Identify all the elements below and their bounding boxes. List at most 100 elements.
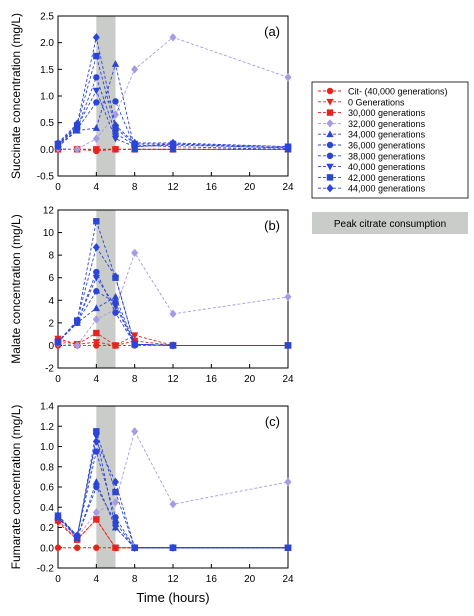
y-tick-label: 6 — [48, 273, 54, 284]
x-axis-label: Time (hours) — [136, 590, 209, 605]
series-line — [57, 430, 289, 539]
data-point — [54, 544, 62, 551]
x-tick-label: 8 — [132, 374, 138, 385]
panel-label: (b) — [264, 218, 280, 233]
data-point — [112, 544, 119, 551]
series — [54, 52, 292, 150]
legend-label: 38,000 generations — [348, 151, 426, 161]
series — [54, 268, 292, 349]
data-point — [112, 342, 119, 349]
data-point — [284, 142, 292, 151]
series — [54, 60, 292, 153]
data-point — [92, 339, 101, 346]
y-axis-label: Fumarate concentration (mg/L) — [9, 405, 23, 570]
x-tick-label: 4 — [94, 182, 100, 193]
data-point — [93, 483, 100, 491]
series — [54, 433, 292, 552]
series-line — [57, 485, 288, 549]
series-line — [57, 54, 289, 148]
data-point — [92, 478, 101, 485]
legend: Cit- (40,000 generations)0 Generations30… — [311, 81, 469, 199]
data-point — [284, 543, 292, 552]
y-tick-label: 4 — [48, 296, 54, 307]
legend-entry: 0 Generations — [318, 97, 405, 107]
x-tick-label: 20 — [244, 182, 256, 193]
x-tick-label: 8 — [132, 182, 138, 193]
y-tick-label: 1.0 — [40, 92, 54, 103]
y-axis-label: Succinate concentration (mg/L) — [9, 13, 23, 179]
x-tick-label: 8 — [132, 574, 138, 585]
panel-label: (a) — [264, 24, 280, 39]
legend-entry: 30,000 generations — [318, 108, 426, 118]
x-tick-label: 20 — [244, 374, 256, 385]
y-tick-label: 2.5 — [40, 12, 54, 23]
y-tick-label: 0.0 — [40, 543, 54, 554]
data-point — [112, 309, 119, 316]
series — [54, 478, 292, 551]
data-point — [111, 477, 120, 487]
data-point — [73, 316, 81, 325]
series-line — [57, 246, 288, 346]
x-tick-label: 16 — [206, 374, 218, 385]
legend-marker — [326, 174, 334, 181]
shade-swatch — [312, 212, 468, 234]
panel-c: 0 4 8 12 16 20 24 -0.2 0.0 0.2 0.4 0.6 0.8 1.0 1.2 1.4 F… — [9, 402, 294, 586]
data-point — [112, 146, 119, 153]
data-point — [131, 65, 139, 74]
shade-legend: Peak citrate consumption — [312, 212, 468, 234]
data-point — [93, 329, 100, 337]
data-point — [131, 427, 139, 436]
x-tick-label: 20 — [244, 574, 256, 585]
y-axis-label: Malate concentration (mg/L) — [9, 214, 23, 363]
legend-entry: 32,000 generations — [318, 119, 426, 129]
y-tick-label: 0.8 — [40, 462, 54, 473]
series-line — [57, 219, 288, 346]
peak-shade — [96, 210, 116, 368]
y-tick-label: -0.5 — [37, 172, 55, 183]
data-point — [92, 304, 101, 312]
legend-entry: 34,000 generations — [318, 130, 426, 140]
legend-entry: 36,000 generations — [318, 141, 426, 151]
legend-label: Cit- (40,000 generations) — [348, 87, 448, 97]
legend-marker — [326, 184, 334, 193]
data-point — [284, 477, 292, 487]
y-tick-label: 1.0 — [40, 442, 54, 453]
legend-entry: 38,000 generations — [318, 151, 426, 161]
series-line — [57, 62, 288, 150]
data-point — [93, 218, 100, 225]
data-point — [92, 124, 101, 131]
data-point — [112, 488, 119, 496]
legend-label: 42,000 generations — [348, 173, 426, 183]
data-point — [73, 145, 81, 154]
data-point — [111, 135, 120, 143]
data-point — [93, 288, 100, 295]
y-tick-label: 1.4 — [40, 402, 54, 413]
data-point — [131, 138, 139, 148]
data-point — [93, 146, 100, 153]
legend-label: 34,000 generations — [348, 130, 426, 140]
data-point — [73, 119, 81, 128]
data-point — [284, 292, 292, 302]
data-point — [111, 272, 120, 281]
data-point — [169, 309, 177, 318]
y-tick-label: 1.2 — [40, 422, 54, 433]
shade-label: Peak citrate consumption — [334, 219, 446, 230]
data-point — [130, 332, 139, 340]
series-line — [57, 37, 289, 148]
y-tick-label: 2 — [48, 318, 54, 329]
series — [54, 218, 292, 349]
series — [54, 288, 292, 349]
series — [54, 437, 292, 552]
data-point — [54, 337, 62, 347]
data-point — [93, 516, 100, 523]
data-point — [73, 544, 81, 551]
legend-marker — [326, 98, 334, 106]
data-point — [112, 519, 119, 526]
legend-marker — [326, 130, 334, 138]
x-tick-label: 16 — [206, 182, 218, 193]
y-tick-label: 0.0 — [40, 145, 54, 156]
legend-marker — [326, 87, 334, 95]
series — [54, 248, 292, 350]
